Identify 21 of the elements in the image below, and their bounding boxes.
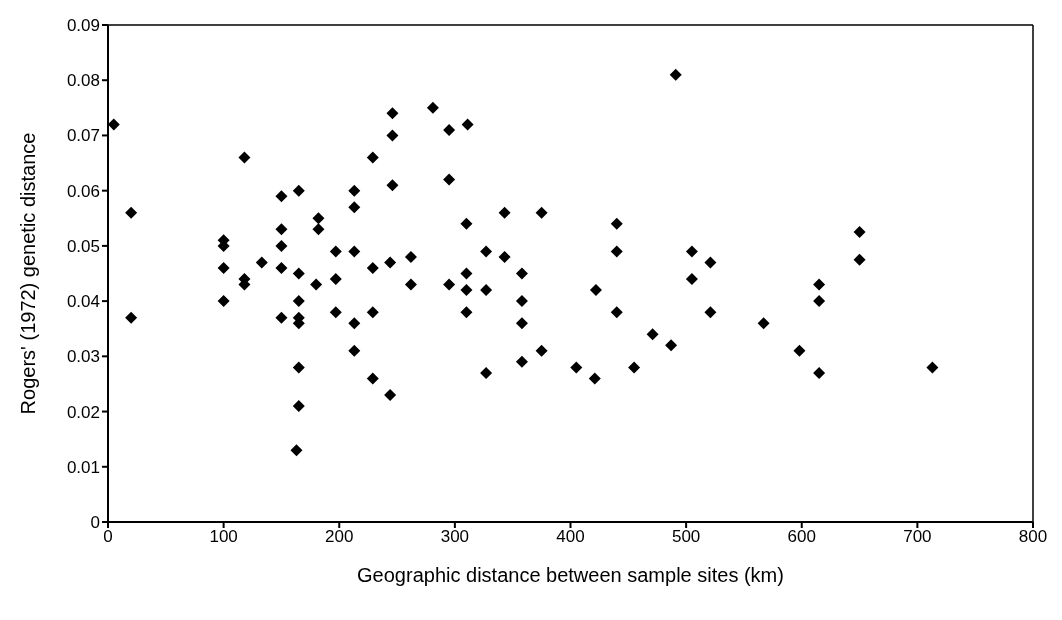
x-tick-label: 200 (325, 527, 354, 547)
y-tick-label: 0.02 (66, 402, 100, 422)
x-axis-title: Geographic distance between sample sites (km) (357, 564, 784, 586)
y-tick-label: 0.05 (66, 236, 100, 256)
x-tick-label: 600 (787, 527, 816, 547)
y-tick-label: 0 (90, 513, 100, 533)
x-tick-label: 700 (903, 527, 932, 547)
x-tick-label: 0 (103, 527, 113, 547)
y-tick-label: 0.08 (66, 71, 100, 91)
y-tick-label: 0.09 (66, 16, 100, 36)
x-tick-label: 800 (1018, 527, 1048, 547)
y-tick-label: 0.07 (66, 126, 100, 146)
y-tick-label: 0.06 (66, 181, 100, 201)
x-tick-label: 400 (556, 527, 585, 547)
x-tick-label: 100 (209, 527, 238, 547)
y-tick-label: 0.03 (66, 347, 100, 367)
y-tick-label: 0.01 (66, 457, 100, 477)
y-axis-title: Rogers' (1972) genetic distance (17, 132, 40, 415)
y-tick-label: 0.04 (66, 292, 100, 312)
x-tick-label: 500 (671, 527, 701, 547)
x-tick-label: 300 (440, 527, 470, 547)
